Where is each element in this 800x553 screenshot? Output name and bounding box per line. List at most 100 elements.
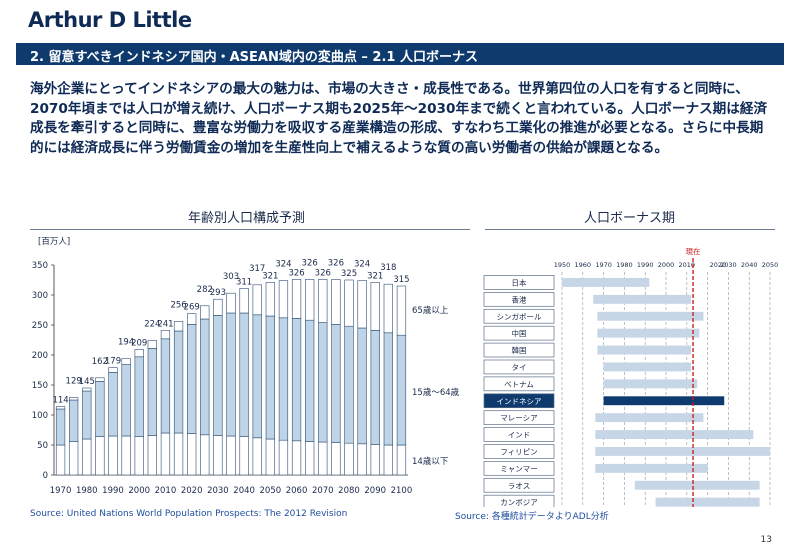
bonus-period-bar — [597, 345, 691, 355]
bar-segment-14-and-under — [108, 435, 118, 476]
bar-segment-15-64 — [187, 324, 197, 434]
total-label: 194 — [118, 338, 134, 348]
bar-segment-15-64 — [173, 330, 184, 434]
bar-segment-14-and-under — [147, 435, 157, 476]
total-label: 162 — [92, 357, 108, 367]
bar-segment-14-and-under — [55, 444, 66, 476]
row-label: 中国 — [512, 328, 527, 338]
slide-title-bar: 2. 留意すべきインドネシア国内・ASEAN域内の変曲点 – 2.1 人口ボーナ… — [16, 43, 784, 65]
y-tick-label: 350 — [32, 261, 48, 271]
bar-segment-15-64 — [200, 318, 210, 436]
bar-segment-15-64 — [344, 325, 354, 444]
x-tick-label: 2030 — [207, 486, 229, 496]
bar-segment-14-and-under — [252, 437, 262, 476]
bar-segment-14-and-under — [187, 433, 197, 476]
bar-segment-14-and-under — [370, 444, 380, 476]
company-logo: Arthur D Little — [28, 8, 192, 32]
row-label-box — [483, 325, 555, 341]
bar-segment-65-and-over — [239, 288, 249, 314]
bonus-period-bar — [597, 328, 700, 338]
bar-segment-14-and-under — [357, 443, 367, 476]
bar-segment-15-64 — [265, 315, 275, 440]
total-label: 282 — [197, 285, 213, 295]
row-label-box — [483, 308, 555, 324]
bonus-period-bar — [562, 278, 650, 287]
bar-segment-14-and-under — [278, 439, 289, 476]
bar-segment-14-and-under — [95, 436, 105, 476]
bar-segment-65-and-over — [265, 282, 275, 317]
total-label: 325 — [341, 269, 357, 279]
year-tick-label: 2020 — [710, 261, 727, 269]
bar-segment-65-and-over — [278, 280, 289, 319]
year-tick-label: 2050 — [762, 261, 779, 269]
bar-segment-15-64 — [95, 381, 105, 437]
bar-segment-14-and-under — [344, 442, 354, 476]
bar-segment-15-64 — [226, 312, 236, 437]
row-label-box — [483, 477, 555, 493]
bar-segment-15-64 — [370, 330, 380, 445]
bar-segment-15-64 — [82, 390, 92, 440]
bar-segment-15-64 — [55, 408, 66, 446]
bar-segment-14-and-under — [82, 438, 92, 476]
x-tick-label: 1980 — [76, 486, 98, 496]
bonus-period-bar — [603, 396, 725, 406]
bar-segment-15-64 — [252, 314, 262, 439]
bar-segment-15-64 — [357, 327, 367, 445]
bonus-period-bar — [595, 463, 708, 473]
row-label: シンガポール — [497, 311, 542, 321]
x-tick-label: 2080 — [338, 486, 360, 496]
bar-segment-14-and-under — [200, 434, 210, 476]
total-label: 209 — [131, 339, 147, 349]
bar-segment-14-and-under — [160, 432, 171, 476]
bonus-period-bar — [593, 294, 691, 304]
page-number: 13 — [760, 535, 772, 545]
right-divider — [485, 229, 775, 230]
total-label: 224 — [144, 320, 160, 330]
row-label: フィリピン — [500, 447, 537, 456]
year-tick-label: 2010 — [679, 261, 696, 269]
bar-segment-14-and-under — [396, 444, 407, 476]
x-tick-label: 1970 — [50, 486, 72, 496]
y-tick-label: 200 — [32, 351, 48, 361]
bar-segment-65-and-over — [147, 340, 157, 349]
total-label: 326 — [288, 268, 304, 278]
total-label: 321 — [367, 271, 383, 281]
row-label: 日本 — [512, 277, 527, 287]
row-label: 香港 — [512, 294, 527, 304]
current-year-label: 現在 — [686, 246, 701, 256]
bar-segment-15-64 — [305, 319, 315, 442]
bar-segment-15-64 — [147, 348, 157, 436]
year-tick-label: 1970 — [595, 261, 612, 269]
bar-segment-14-and-under — [173, 432, 184, 476]
population-bonus-gantt: 1950 1960 1970 1980 1990 2000 2010 2030 2040 2050… — [483, 246, 779, 507]
total-label: 293 — [210, 288, 226, 298]
x-tick-label: 1990 — [102, 486, 124, 496]
total-label: 315 — [393, 275, 409, 285]
total-label: 324 — [275, 260, 291, 270]
bar-segment-15-64 — [318, 322, 328, 443]
source-left: Source: United Nations World Population … — [30, 509, 348, 519]
bar-segment-14-and-under — [226, 435, 236, 476]
bar-segment-65-and-over — [95, 377, 105, 382]
bar-segment-14-and-under — [121, 435, 131, 476]
intro-paragraph: 海外企業にとってインドネシアの最大の魅力は、市場の大きさ・成長性である。世界第四… — [30, 81, 768, 156]
bar-segment-65-and-over — [226, 292, 236, 314]
total-label: 129 — [66, 377, 82, 387]
year-tick-label: 1950 — [554, 261, 571, 269]
row-label: ラオス — [508, 481, 531, 490]
x-tick-label: 2070 — [312, 486, 334, 496]
bar-segment-65-and-over — [134, 349, 144, 358]
bar-segment-15-64 — [160, 338, 171, 434]
bar-segment-65-and-over — [396, 285, 407, 336]
row-label: 韓国 — [512, 345, 527, 355]
bar-segment-14-and-under — [331, 442, 341, 476]
y-tick-label: 50 — [37, 441, 48, 451]
bar-segment-15-64 — [213, 315, 223, 436]
y-tick-label: 100 — [32, 411, 48, 421]
bar-segment-65-and-over — [121, 358, 131, 365]
bonus-period-bar — [634, 480, 760, 490]
bar-segment-65-and-over — [252, 284, 262, 316]
row-label-box — [483, 494, 555, 507]
x-tick-label: 2010 — [155, 486, 177, 496]
